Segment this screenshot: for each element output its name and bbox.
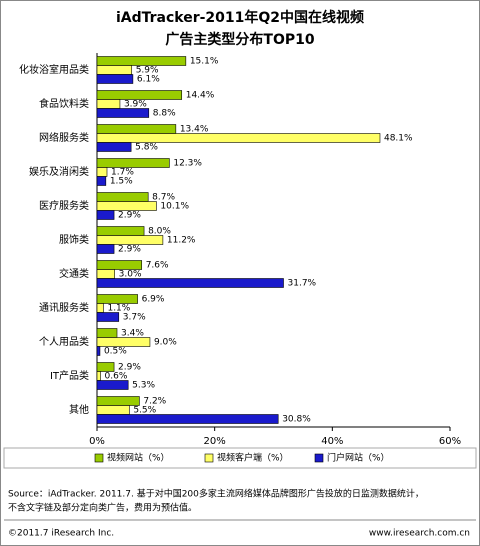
legend-swatch: [94, 453, 104, 463]
website: www.iresearch.com.cn: [369, 529, 470, 539]
bar: [96, 90, 183, 100]
bar: [96, 65, 133, 75]
chart-subtitle: 广告主类型分布TOP10: [165, 31, 314, 48]
y-tick-label: 医疗服务类: [39, 199, 89, 212]
value-label: 31.7%: [288, 279, 317, 289]
bar: [96, 210, 115, 220]
y-tick-label: 服饰类: [59, 233, 89, 246]
bar: [96, 124, 177, 134]
x-tick-label: 20%: [204, 436, 226, 447]
value-label: 5.5%: [133, 406, 156, 416]
value-label: 12.3%: [173, 159, 202, 169]
value-label: 13.4%: [180, 125, 209, 135]
bar: [96, 303, 104, 313]
value-label: 7.2%: [143, 397, 166, 407]
legend-label: 门户网站（%）: [327, 452, 390, 464]
value-label: 48.1%: [384, 134, 413, 144]
value-label: 5.8%: [135, 143, 158, 153]
value-label: 0.5%: [104, 347, 127, 357]
bar: [96, 294, 138, 304]
value-label: 3.9%: [124, 100, 147, 110]
value-label: 3.4%: [121, 329, 144, 339]
bar: [96, 269, 115, 279]
x-tick-label: 40%: [321, 436, 343, 447]
legend-label: 视频客户端（%）: [217, 452, 289, 464]
legend-swatch: [314, 453, 324, 463]
y-tick-label: 娱乐及消闲类: [29, 165, 89, 178]
bar: [96, 244, 115, 254]
bar: [96, 176, 107, 186]
bar: [96, 346, 101, 356]
copyright: ©2011.7 iResearch Inc.: [8, 529, 114, 539]
y-tick-label: 食品饮料类: [39, 97, 89, 110]
bar: [96, 371, 101, 381]
bar: [96, 337, 151, 347]
chart-title: iAdTracker-2011年Q2中国在线视频: [116, 9, 364, 26]
value-label: 2.9%: [118, 245, 141, 255]
bar: [96, 56, 187, 66]
value-label: 1.1%: [107, 304, 130, 314]
value-label: 2.9%: [118, 211, 141, 221]
bar: [96, 235, 164, 245]
value-label: 9.0%: [154, 338, 177, 348]
value-label: 14.4%: [186, 91, 215, 101]
source-note: 不含文字链及部分定向类广告，费用为预估值。: [8, 502, 197, 514]
bar: [96, 405, 130, 415]
bar: [96, 414, 279, 424]
value-label: 3.7%: [123, 313, 146, 323]
y-tick-label: 个人用品类: [39, 335, 89, 348]
bar: [96, 380, 129, 390]
x-tick-label: 60%: [439, 436, 461, 447]
value-label: 5.3%: [132, 381, 155, 391]
bar: [96, 226, 145, 236]
bar: [96, 278, 284, 288]
bar: [96, 192, 149, 202]
bar: [96, 312, 120, 322]
value-label: 3.0%: [119, 270, 142, 280]
bar: [96, 74, 134, 84]
value-label: 6.9%: [142, 295, 165, 305]
y-tick-label: 网络服务类: [39, 131, 89, 144]
value-label: 30.8%: [282, 415, 311, 425]
y-tick-label: 其他: [69, 403, 89, 416]
value-label: 0.6%: [105, 372, 128, 382]
bar: [96, 142, 132, 152]
bar: [96, 260, 143, 270]
legend-label: 视频网站（%）: [107, 452, 170, 464]
y-tick-label: 通讯服务类: [39, 301, 89, 314]
value-label: 10.1%: [160, 202, 189, 212]
value-label: 11.2%: [167, 236, 196, 246]
y-tick-label: 化妆浴室用品类: [19, 63, 89, 76]
value-label: 1.7%: [111, 168, 134, 178]
bar: [96, 99, 121, 109]
bar: [96, 108, 150, 118]
value-label: 8.7%: [152, 193, 175, 203]
value-label: 1.5%: [110, 177, 133, 187]
x-tick-label: 0%: [89, 436, 105, 447]
value-label: 6.1%: [137, 75, 160, 85]
value-label: 8.8%: [153, 109, 176, 119]
bar: [96, 133, 381, 143]
bar: [96, 396, 140, 406]
bar: [96, 362, 115, 372]
value-label: 5.9%: [136, 66, 159, 76]
legend-swatch: [204, 453, 214, 463]
bar: [96, 158, 170, 168]
y-tick-label: 交通类: [59, 267, 89, 280]
source: Source：iAdTracker. 2011.7. 基于对中国200多家主流网…: [8, 488, 424, 500]
value-label: 15.1%: [190, 57, 219, 67]
y-tick-label: IT产品类: [50, 369, 89, 382]
bar: [96, 167, 108, 177]
value-label: 8.0%: [148, 227, 171, 237]
value-label: 7.6%: [146, 261, 169, 271]
bar: [96, 328, 118, 338]
value-label: 2.9%: [118, 363, 141, 373]
legend-box: [3, 447, 477, 469]
bar: [96, 201, 157, 211]
